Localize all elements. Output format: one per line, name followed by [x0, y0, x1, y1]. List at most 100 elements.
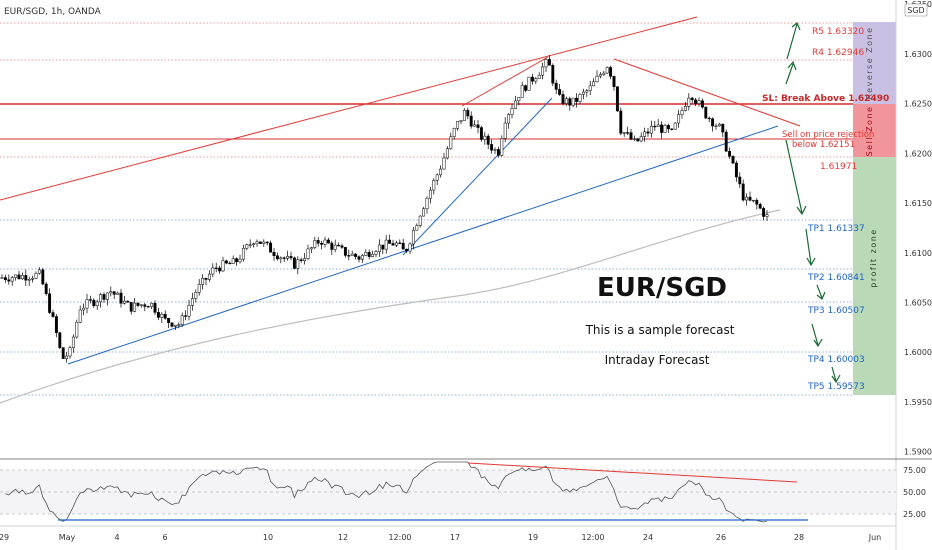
candle: [653, 125, 657, 128]
candle: [439, 168, 443, 176]
rsi-tick-label: 75.00: [903, 466, 926, 475]
candle: [377, 244, 381, 252]
candle: [520, 85, 524, 98]
candle: [398, 242, 402, 244]
candle: [150, 302, 154, 307]
candle: [296, 259, 300, 269]
candle: [231, 258, 235, 264]
candle: [408, 243, 412, 252]
main-title: EUR/SGD: [597, 273, 727, 303]
candle: [252, 243, 256, 245]
candle: [306, 248, 310, 259]
candle: [255, 241, 259, 244]
candle: [486, 135, 490, 145]
candle: [153, 302, 157, 313]
profit-zone: [853, 157, 896, 395]
currency-badge: SGD: [907, 6, 924, 15]
candle: [728, 150, 732, 157]
candle: [473, 124, 477, 127]
candle: [581, 91, 585, 95]
candle: [343, 247, 347, 256]
candle: [765, 214, 769, 217]
candle: [82, 307, 86, 311]
candle: [714, 125, 718, 127]
candle: [588, 85, 592, 91]
candle: [568, 98, 572, 106]
candle: [649, 125, 653, 134]
candle: [228, 262, 232, 265]
candle: [241, 247, 245, 260]
subtitle: This is a sample forecast: [585, 323, 735, 337]
candle: [374, 251, 378, 255]
candle: [561, 94, 565, 104]
candle: [615, 86, 619, 112]
time-tick-label: 12:00: [581, 533, 604, 542]
candle: [136, 302, 140, 306]
candle: [731, 156, 735, 164]
candle: [694, 99, 698, 104]
candle: [61, 347, 65, 359]
candle: [316, 240, 320, 244]
candle: [238, 258, 242, 263]
candle: [384, 239, 388, 250]
level-lines: [0, 22, 853, 396]
candle: [92, 299, 96, 307]
price-tick-label: 1.62500: [904, 100, 932, 109]
candle: [626, 132, 630, 134]
candle: [88, 299, 92, 301]
candle: [269, 242, 273, 253]
candle: [282, 257, 286, 259]
candle: [683, 106, 687, 111]
candle: [65, 355, 69, 359]
symbol-line: EUR/SGD, 1h, OANDA: [4, 7, 102, 17]
candle: [289, 256, 293, 259]
candle: [122, 300, 126, 304]
candle: [673, 122, 677, 130]
arrow-down-1: [785, 139, 807, 216]
candle: [248, 244, 252, 246]
time-tick-label: 29: [0, 533, 9, 542]
time-tick-label: 28: [794, 533, 804, 542]
time-tick-label: 10: [263, 533, 273, 542]
candle: [578, 94, 582, 102]
sl-label: SL: Break Above 1.62490: [762, 94, 889, 104]
candle: [14, 274, 18, 278]
candle: [585, 90, 589, 93]
candle: [156, 312, 160, 318]
candle: [622, 132, 626, 134]
price-axis[interactable]: 1.635001.630001.625001.620001.615001.610…: [904, 0, 932, 457]
time-tick-label: Jun: [868, 533, 882, 542]
candle: [170, 322, 174, 327]
forecast-arrows: [785, 22, 841, 384]
candle: [184, 315, 188, 317]
candle: [78, 309, 82, 323]
candle: [143, 304, 147, 307]
candle: [602, 72, 606, 75]
candle: [167, 318, 171, 324]
candle: [537, 74, 541, 79]
sell-zone: [853, 104, 896, 157]
candle: [340, 245, 344, 248]
candle: [656, 124, 660, 127]
candle: [704, 106, 708, 119]
candle: [507, 114, 511, 124]
candle: [445, 148, 449, 159]
candle: [422, 208, 426, 217]
arrow-down-3: [816, 284, 826, 300]
time-tick-label: 17: [450, 533, 460, 542]
candle: [758, 204, 762, 209]
candle: [428, 189, 432, 199]
candle: [173, 324, 177, 327]
profit-zone-label: profit zone: [869, 228, 878, 287]
arrow-to-r4: [785, 60, 797, 85]
candle: [95, 301, 99, 307]
reverse-zone-label: Reverse Zone: [865, 26, 874, 99]
sell-note-line2: below 1.62151: [792, 140, 855, 150]
candle: [299, 259, 303, 262]
candle: [462, 110, 466, 121]
candle: [646, 131, 650, 134]
candle: [632, 138, 636, 140]
tp1-label: TP1 1.61337: [807, 224, 865, 234]
time-axis[interactable]: 29 May 4 6 10 12 12:00 17 19 12:00 24 26 28 Jun: [0, 533, 881, 542]
